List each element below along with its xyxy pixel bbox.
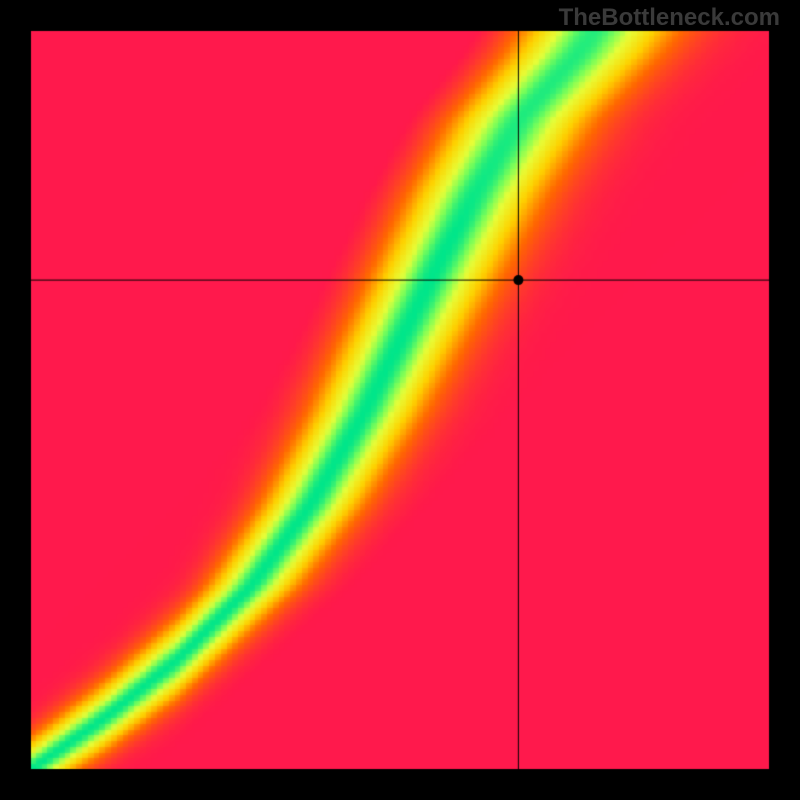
bottleneck-heatmap-canvas <box>0 0 800 800</box>
figure-container: TheBottleneck.com <box>0 0 800 800</box>
source-watermark: TheBottleneck.com <box>559 4 780 32</box>
